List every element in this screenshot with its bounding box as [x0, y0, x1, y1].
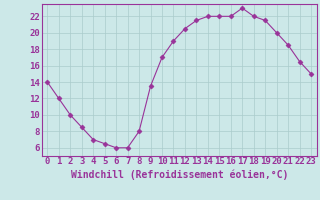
X-axis label: Windchill (Refroidissement éolien,°C): Windchill (Refroidissement éolien,°C) [70, 169, 288, 180]
